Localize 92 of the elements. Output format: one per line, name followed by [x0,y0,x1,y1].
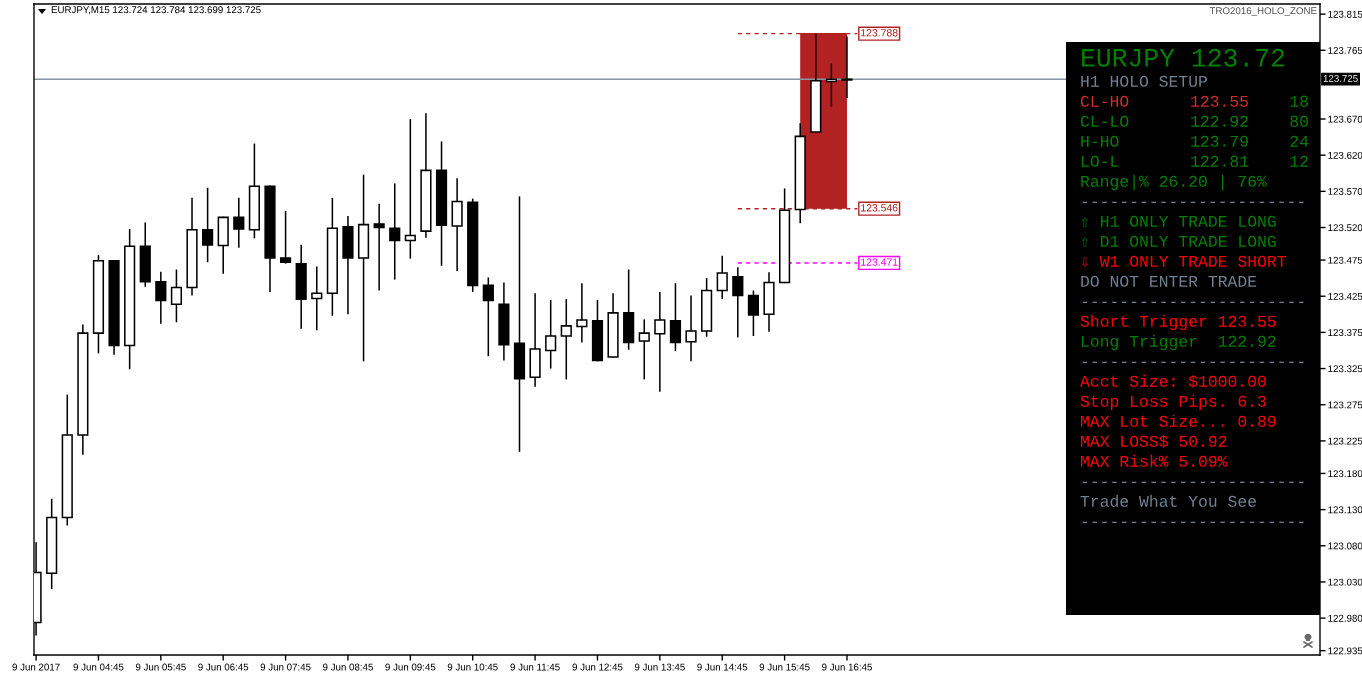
ref-line-label: 123.725 [1323,74,1358,82]
annotation: H-HO [1081,135,1119,147]
candlestick [404,118,416,260]
y-tick-label: 123.520 [1328,224,1362,232]
candlestick [373,202,385,292]
series-label: 123.546 [861,204,898,212]
annotation: ----------------------- [1082,201,1304,203]
candlestick [545,299,557,370]
candlestick [482,276,494,358]
annotation: 80 [1290,115,1308,127]
y-tick-label: 122.980 [1328,614,1362,622]
x-tick-label: 9 Jun 07:45 [260,663,311,671]
annotation: CL-HO [1080,95,1129,107]
annotation: TRO2016_HOLO_ZONE [1209,7,1317,16]
annotation: MAX Lot Size... 0.89 [1081,414,1276,427]
y-tick-label: 123.180 [1328,470,1362,478]
x-tick-label: 9 Jun 16:45 [822,663,872,671]
annotation: ----------------------- [1082,301,1304,303]
y-tick-label: 123.765 [1328,47,1362,54]
x-tick-label: 9 Jun 13:45 [634,663,685,671]
x-tick-label: 9 Jun 09:45 [385,663,436,671]
candlestick [170,268,183,324]
annotation: 122.92 [1191,115,1248,127]
candlestick [841,35,853,99]
series-label: 123.788 [861,29,898,37]
annotation: ⇩ W1 ONLY TRADE SHORT [1081,255,1286,267]
candlestick [669,282,682,352]
annotation: Short Trigger 123.55 [1080,314,1276,331]
x-tick-label: 9 Jun 10:45 [447,663,498,671]
candlestick [311,265,323,331]
annotation: Stop Loss Pips. 6.3 [1080,394,1266,411]
candlestick [825,62,837,108]
annotation: Trade What You See [1080,494,1256,507]
annotation: CL-LO [1080,115,1129,127]
x-tick-label: 9 Jun 05:45 [135,663,186,671]
candlestick [638,318,650,381]
candlestick [747,289,760,337]
y-tick-label: 123.475 [1328,256,1362,264]
y-tick-label: 123.030 [1328,578,1362,586]
annotation: 12 [1290,155,1308,167]
annotation: ⇧ D1 ONLY TRADE LONG [1081,235,1276,247]
y-tick-label: 123.670 [1328,115,1362,123]
candlestick [685,294,697,363]
candlestick [233,197,245,249]
y-tick-label: 123.080 [1328,542,1362,550]
candlestick [716,254,728,300]
annotation: ----------------------- [1082,481,1304,483]
x-tick-label: 9 Jun 12:45 [572,663,623,671]
y-tick-label: 122.935 [1328,647,1362,655]
y-tick-label: 123.275 [1328,401,1362,409]
candlestick [732,266,744,339]
x-tick-label: 9 Jun 11:45 [510,663,560,671]
annotation: Long Trigger 122.92 [1081,334,1276,351]
annotation: MAX Risk% 5.09% [1081,454,1228,467]
y-tick-label: 123.570 [1328,188,1362,195]
candlestick [576,282,588,344]
x-tick-label: 9 Jun 14:45 [697,663,748,671]
annotation: ----------------------- [1082,361,1304,363]
annotation: ⇧ H1 ONLY TRADE LONG [1081,215,1276,227]
candlestick [279,210,292,265]
annotation: 123.79 [1191,135,1248,147]
candlestick [560,298,572,381]
x-tick-label: 9 Jun 04:45 [73,663,124,671]
y-tick-label: 123.325 [1328,365,1362,373]
series-label: 123.471 [861,258,898,266]
candlestick [155,270,167,325]
candlestick [654,291,666,393]
annotation: 123.55 [1191,95,1248,107]
annotation: Acct Size: $1000.00 [1080,374,1266,388]
annotation: ----------------------- [1082,521,1304,523]
chart-title: EURJPY,M15 123.724 123.784 123.699 123.725 [51,6,261,15]
y-tick-label: 123.225 [1328,437,1362,445]
annotation: EURJPY 123.72 [1082,48,1284,67]
candlestick [202,186,214,263]
x-tick-label: 9 Jun 2017 [12,663,60,671]
y-tick-label: 123.375 [1328,329,1362,337]
annotation: H1 HOLO SETUP [1081,75,1207,87]
annotation: 18 [1290,95,1308,107]
y-tick-label: 123.620 [1328,151,1362,159]
x-tick-label: 9 Jun 15:45 [759,663,810,671]
y-tick-label: 123.130 [1328,506,1362,514]
annotation: LO-L [1081,155,1119,167]
annotation: MAX LOSS$ 50.92 [1081,434,1227,448]
annotation: Range|% 26.20 | 76% [1081,174,1267,191]
annotation: 24 [1290,135,1309,147]
candlestick [389,182,401,281]
y-tick-label: 123.425 [1328,292,1362,300]
annotation: DO NOT ENTER TRADE [1081,275,1257,287]
annotation: 122.81 [1191,155,1249,167]
x-tick-label: 9 Jun 06:45 [198,663,249,671]
y-tick-label: 123.815 [1328,10,1362,18]
x-tick-label: 9 Jun 08:45 [323,663,373,671]
